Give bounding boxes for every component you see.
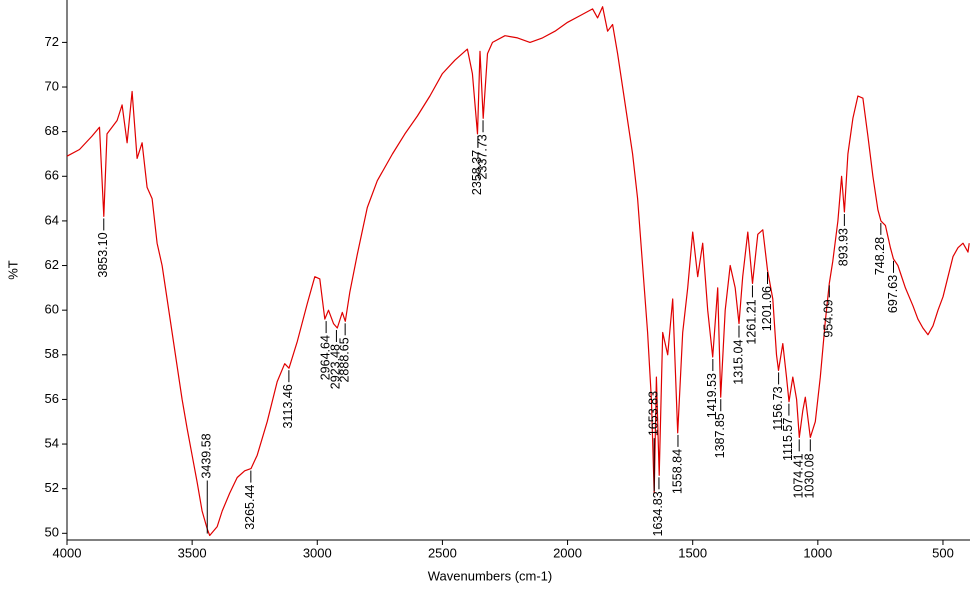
y-tick-label: 54 (45, 435, 59, 450)
peak-label: 1315.04 (731, 340, 745, 385)
peak-label: 3853.10 (96, 232, 110, 277)
y-tick-label: 64 (45, 212, 59, 227)
x-tick-label: 2000 (553, 545, 582, 560)
y-tick-label: 72 (45, 34, 59, 49)
x-tick-label: 1000 (803, 545, 832, 560)
x-tick-label: 1500 (678, 545, 707, 560)
y-tick-label: 68 (45, 123, 59, 138)
peak-label: 1115.57 (781, 418, 795, 461)
peak-label: 2964.64 (318, 335, 332, 380)
x-tick-label: 3000 (303, 545, 332, 560)
peak-label: 1156.73 (771, 386, 785, 430)
peak-label: 3439.58 (200, 433, 214, 478)
peak-label: 1653.83 (646, 391, 660, 436)
y-tick-label: 58 (45, 346, 59, 361)
y-tick-label: 52 (45, 480, 59, 495)
x-tick-label: 3500 (178, 545, 207, 560)
spectrum-line (66, 6, 970, 537)
y-axis-label: %T (5, 260, 20, 280)
peak-label: 1030.08 (803, 453, 817, 498)
peak-label: 954.09 (822, 299, 836, 337)
peak-label: 893.93 (837, 228, 851, 266)
y-tick-label: 62 (45, 257, 59, 272)
peak-label: 1201.06 (760, 286, 774, 331)
x-tick-label: 4000 (53, 545, 82, 560)
peak-label: 3113.46 (281, 384, 295, 428)
peak-label: 1634.83 (651, 491, 665, 536)
x-tick-label: 500 (932, 545, 954, 560)
peak-label: 697.63 (886, 275, 900, 313)
peak-label: 748.28 (873, 237, 887, 275)
peak-label: 2923.48 (329, 344, 343, 389)
x-tick-label: 2500 (428, 545, 457, 560)
x-axis-label: Wavenumbers (cm-1) (428, 568, 552, 583)
peak-label: 2358.37 (470, 150, 484, 195)
y-tick-label: 70 (45, 78, 59, 93)
y-tick-label: 50 (45, 525, 59, 540)
peak-label: 2888.65 (337, 337, 351, 382)
peak-label: 3265.44 (243, 485, 257, 530)
peak-label: 2337.73 (475, 134, 489, 179)
peak-label: 1558.84 (670, 449, 684, 494)
y-tick-label: 60 (45, 302, 59, 317)
peak-label: 1074.41 (792, 453, 806, 498)
peak-label: 1261.21 (745, 299, 759, 344)
y-tick-label: 66 (45, 168, 59, 183)
peak-label: 1387.85 (713, 413, 727, 458)
peak-label: 1419.53 (705, 373, 719, 418)
y-tick-label: 56 (45, 391, 59, 406)
